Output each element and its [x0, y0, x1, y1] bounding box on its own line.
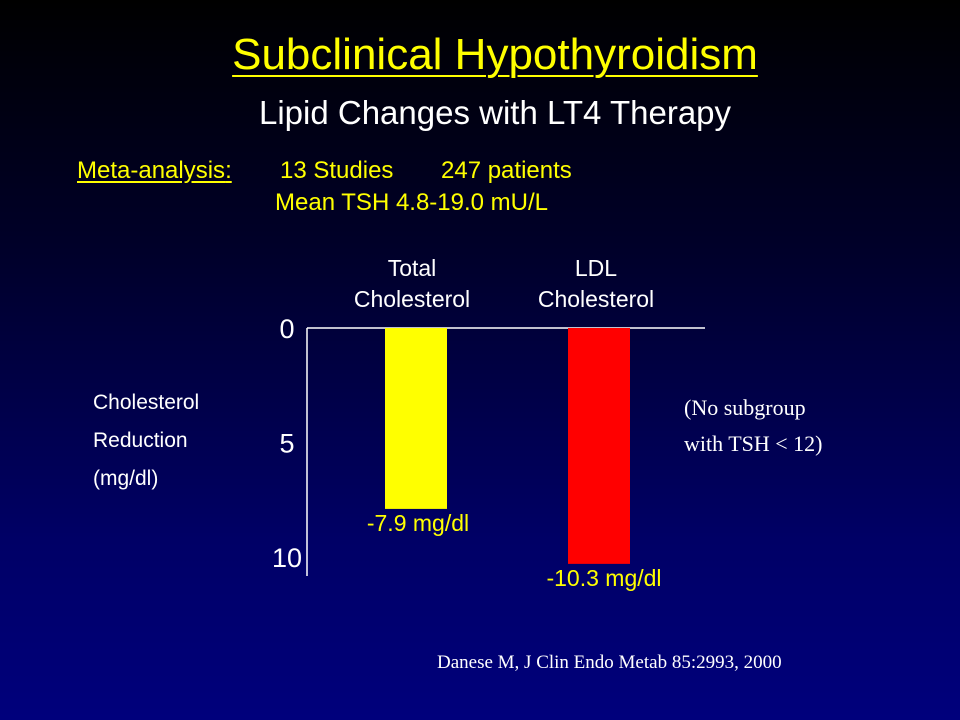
- bar: [385, 328, 447, 509]
- bar: [568, 328, 630, 564]
- meta-mean-tsh: Mean TSH 4.8-19.0 mU/L: [275, 189, 549, 216]
- citation: Danese M, J Clin Endo Metab 85:2993, 200…: [437, 652, 782, 673]
- y-axis-label-line: Reduction: [93, 429, 188, 452]
- meta-analysis-label-text: Meta-analysis: [77, 157, 226, 184]
- slide-title: Subclinical Hypothyroidism: [232, 30, 758, 79]
- meta-analysis-colon: :: [225, 157, 232, 184]
- y-axis-label: Cholesterol Reduction (mg/dl): [93, 384, 199, 498]
- subgroup-note: (No subgroup with TSH < 12): [684, 390, 823, 462]
- y-axis-label-line: Cholesterol: [93, 391, 200, 414]
- meta-analysis-label: Meta-analysis:: [77, 157, 232, 185]
- slide-subtitle: Lipid Changes with LT4 Therapy: [258, 94, 732, 131]
- category-label: Cholesterol: [538, 286, 654, 312]
- subgroup-note-line: with TSH < 12): [684, 431, 823, 456]
- category-label: LDL: [575, 255, 617, 281]
- category-label: Total: [388, 255, 437, 281]
- meta-studies-count: 13 Studies: [280, 157, 394, 184]
- y-tick-label: 5: [279, 429, 294, 459]
- y-tick-label: 0: [279, 314, 294, 344]
- category-label: Cholesterol: [354, 286, 470, 312]
- data-label: -7.9 mg/dl: [367, 510, 469, 536]
- y-tick-label: 10: [272, 543, 302, 573]
- meta-patients-count: 247 patients: [441, 157, 572, 184]
- subgroup-note-line: (No subgroup: [684, 395, 806, 420]
- y-axis-label-line: (mg/dl): [93, 467, 159, 490]
- data-label: -10.3 mg/dl: [546, 565, 661, 591]
